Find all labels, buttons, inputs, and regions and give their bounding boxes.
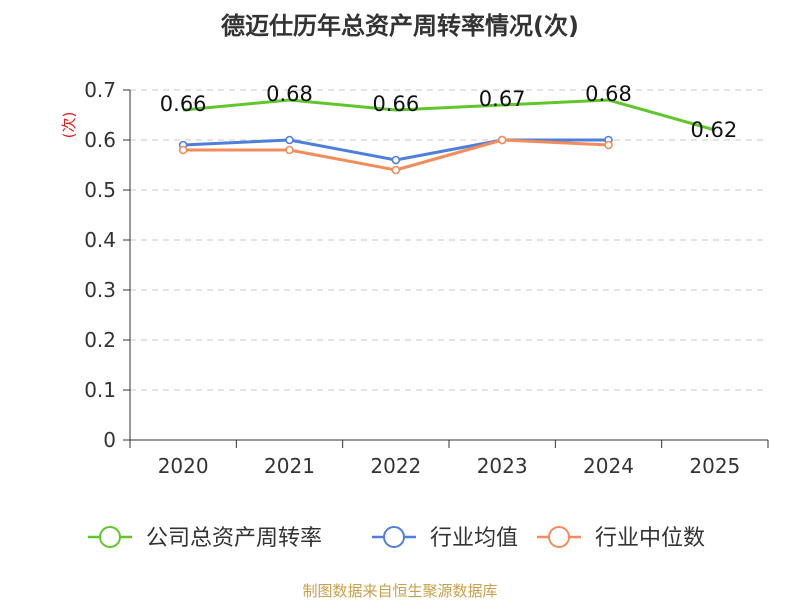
data-label: 0.68 — [266, 82, 313, 106]
series-point-2 — [604, 140, 613, 150]
data-label: 0.66 — [160, 92, 207, 116]
legend-swatch-marker — [548, 526, 570, 548]
legend-label: 行业中位数 — [595, 526, 705, 551]
y-tick-label: 0.1 — [84, 378, 116, 402]
series-line-0 — [183, 98, 716, 132]
legend-label: 公司总资产周转率 — [146, 526, 322, 551]
y-axis-label: (次) — [60, 112, 78, 139]
y-tick-label: 0.2 — [84, 328, 116, 352]
data-labels: 0.66 0.68 0.66 0.67 0.68 0.62 — [160, 82, 737, 142]
x-tick-label: 2025 — [689, 454, 740, 478]
series-point-1 — [391, 155, 401, 165]
legend: 公司总资产周转率 行业均值 行业中位数 — [88, 526, 705, 551]
x-tick-label: 2023 — [477, 454, 528, 478]
y-tick-label: 0.4 — [84, 228, 116, 252]
data-label: 0.67 — [479, 87, 526, 111]
series-point-2 — [285, 145, 294, 155]
y-tick-label: 0.7 — [84, 78, 116, 102]
series-line-2 — [183, 138, 609, 172]
y-tick-label: 0.5 — [84, 178, 116, 202]
y-tick-label: 0 — [103, 428, 116, 452]
chart-title: 德迈仕历年总资产周转率情况(次) — [221, 12, 579, 40]
x-tick-label: 2021 — [264, 454, 315, 478]
series-point-2 — [391, 165, 401, 175]
data-label: 0.66 — [372, 92, 419, 116]
series-point-1 — [285, 135, 294, 145]
legend-label: 行业均值 — [430, 526, 518, 551]
series-lines — [178, 98, 716, 175]
x-tick-label: 2020 — [158, 454, 209, 478]
legend-swatch-marker — [99, 526, 121, 548]
series-point-2 — [178, 145, 188, 155]
data-label: 0.68 — [585, 82, 632, 106]
source-note: 制图数据来自恒生聚源数据库 — [302, 582, 497, 600]
data-label: 0.62 — [690, 118, 737, 142]
legend-swatch-marker — [383, 526, 405, 548]
grid-lines — [130, 89, 768, 391]
series-point-2 — [497, 135, 507, 145]
x-tick-label: 2022 — [370, 454, 421, 478]
y-tick-label: 0.3 — [84, 278, 116, 302]
axes: 0 0.1 0.2 0.3 0.4 0.5 0.6 0.7 2020 2021 2022 2023 20… — [84, 78, 769, 478]
x-tick-label: 2024 — [583, 454, 634, 478]
y-tick-label: 0.6 — [84, 128, 116, 152]
